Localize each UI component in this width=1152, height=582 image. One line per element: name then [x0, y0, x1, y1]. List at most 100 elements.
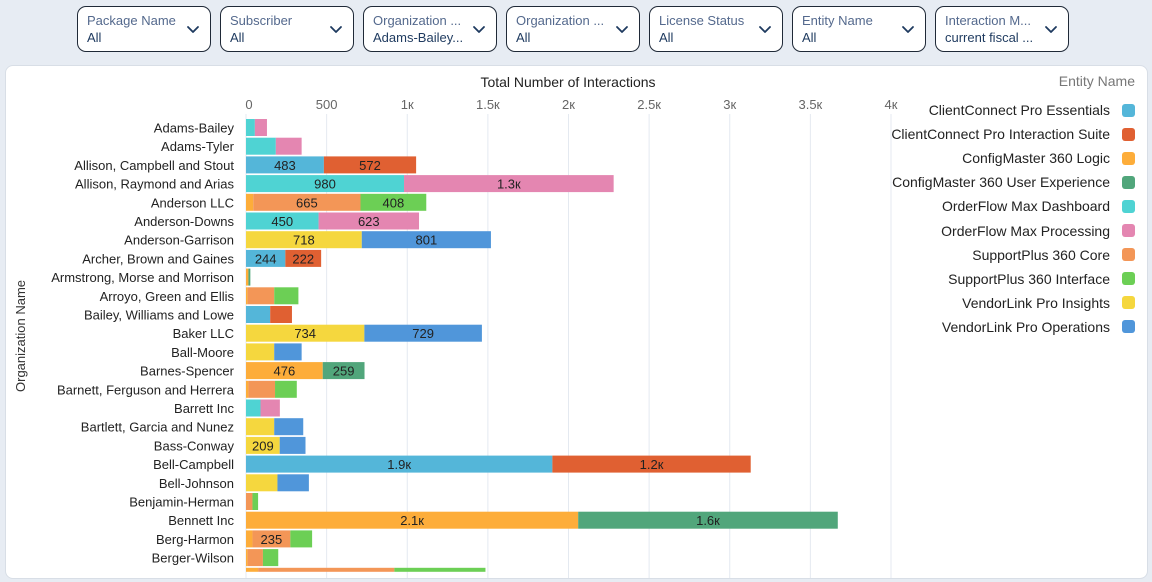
- bar-segment[interactable]: [246, 249, 286, 267]
- bar-segment[interactable]: [578, 511, 838, 529]
- bar-segment[interactable]: [323, 156, 417, 174]
- bar-segment[interactable]: [246, 380, 249, 398]
- bar-segment[interactable]: [246, 549, 248, 567]
- bar-segment[interactable]: [360, 193, 427, 211]
- bar-segment[interactable]: [246, 567, 259, 572]
- y-tick-label: Bass-Conway: [154, 438, 235, 453]
- bar-segment[interactable]: [246, 268, 249, 286]
- legend-swatch: [1122, 199, 1135, 213]
- x-tick-label: 3к: [723, 97, 736, 112]
- bar-segment[interactable]: [248, 380, 276, 398]
- legend-swatch: [1122, 151, 1135, 165]
- bar-segment[interactable]: [246, 399, 261, 417]
- bar-segment[interactable]: [246, 474, 278, 492]
- bar-segment[interactable]: [246, 212, 319, 230]
- bars: 483 572 980 1.3к 665 408 450 623 718 801 244 222 734…: [246, 119, 838, 572]
- bar-segment[interactable]: [279, 436, 306, 454]
- bar-segment[interactable]: [361, 231, 491, 249]
- bar-segment[interactable]: [246, 156, 324, 174]
- legend-item[interactable]: OrderFlow Max Dashboard: [891, 194, 1135, 218]
- bar-segment[interactable]: [270, 306, 292, 323]
- filter-dropdown[interactable]: Organization ... All: [506, 6, 640, 52]
- bar-segment[interactable]: [274, 418, 304, 436]
- bar-segment[interactable]: [246, 306, 271, 323]
- bar-segment[interactable]: [253, 193, 361, 211]
- y-tick-label: Allison, Campbell and Stout: [74, 158, 234, 173]
- bar-segment[interactable]: [246, 119, 255, 136]
- x-axis-ticks: 0 500 1к 1.5к 2к 2.5к 3к 3.5к 4к: [245, 97, 897, 112]
- bar-segment[interactable]: [246, 231, 362, 249]
- legend-item[interactable]: OrderFlow Max Processing: [891, 218, 1135, 242]
- filter-value: All: [230, 30, 245, 45]
- bar-segment[interactable]: [246, 418, 275, 436]
- bar-segment[interactable]: [246, 455, 553, 473]
- data-label: 1.9к: [387, 457, 411, 472]
- data-label: 408: [383, 195, 405, 210]
- bar-segment[interactable]: [277, 474, 309, 492]
- bar-segment[interactable]: [552, 455, 751, 473]
- legend-item[interactable]: VendorLink Pro Operations: [891, 315, 1135, 339]
- legend-label: VendorLink Pro Insights: [962, 294, 1110, 311]
- data-label: 718: [293, 233, 315, 248]
- bar-segment[interactable]: [404, 175, 614, 193]
- legend-item[interactable]: SupportPlus 360 Interface: [891, 267, 1135, 291]
- bar-segment[interactable]: [275, 380, 297, 398]
- filter-dropdown[interactable]: Package Name All: [77, 6, 211, 52]
- bar-segment[interactable]: [254, 119, 267, 136]
- bar-segment[interactable]: [260, 399, 280, 417]
- bar-segment[interactable]: [246, 324, 365, 342]
- filter-dropdown[interactable]: Entity Name All: [792, 6, 926, 52]
- data-label: 734: [294, 326, 316, 341]
- filter-dropdown[interactable]: Interaction M... current fiscal ...: [935, 6, 1069, 52]
- legend-item[interactable]: ConfigMaster 360 Logic: [891, 146, 1135, 170]
- bar-segment[interactable]: [246, 530, 253, 548]
- y-tick-label: Bennett Inc: [168, 513, 234, 528]
- bar-segment[interactable]: [262, 549, 279, 567]
- bar-segment[interactable]: [246, 493, 253, 510]
- y-tick-label: Berg-Harmon: [156, 532, 234, 547]
- x-tick-label: 500: [316, 97, 338, 112]
- legend-swatch: [1122, 248, 1135, 262]
- legend-item[interactable]: VendorLink Pro Insights: [891, 291, 1135, 315]
- bar-segment[interactable]: [246, 343, 275, 361]
- bar-segment[interactable]: [247, 549, 263, 567]
- bar-segment[interactable]: [246, 436, 280, 454]
- data-label: 244: [255, 251, 277, 266]
- bar-segment[interactable]: [394, 567, 486, 572]
- data-label: 2.1к: [400, 513, 424, 528]
- filter-label: Package Name: [87, 13, 176, 28]
- legend: ClientConnect Pro Essentials ClientConnec…: [891, 98, 1135, 339]
- bar-segment[interactable]: [290, 530, 313, 548]
- legend-item[interactable]: ClientConnect Pro Essentials: [891, 98, 1135, 122]
- bar-segment[interactable]: [322, 362, 365, 380]
- legend-item[interactable]: ClientConnect Pro Interaction Suite: [891, 122, 1135, 146]
- legend-item[interactable]: ConfigMaster 360 User Experience: [891, 170, 1135, 194]
- bar-segment[interactable]: [246, 287, 248, 305]
- legend-item[interactable]: SupportPlus 360 Core: [891, 243, 1135, 267]
- filter-dropdown[interactable]: License Status All: [649, 6, 783, 52]
- chevron-down-icon: [616, 26, 628, 33]
- bar-segment[interactable]: [364, 324, 482, 342]
- bar-segment[interactable]: [246, 175, 405, 193]
- data-label: 450: [271, 214, 293, 229]
- bar-segment[interactable]: [246, 362, 323, 380]
- filter-dropdown[interactable]: Organization ... Adams-Bailey...: [363, 6, 497, 52]
- filter-dropdown[interactable]: Subscriber All: [220, 6, 354, 52]
- bar-segment[interactable]: [252, 530, 291, 548]
- bar-segment[interactable]: [274, 343, 302, 361]
- stacked-bar-chart: Total Number of Interactions Organizatio…: [13, 74, 898, 578]
- bar-segment[interactable]: [248, 268, 251, 286]
- bar-segment[interactable]: [258, 567, 395, 572]
- data-label: 1.6к: [696, 513, 720, 528]
- bar-segment[interactable]: [275, 137, 302, 155]
- bar-segment[interactable]: [246, 137, 276, 155]
- legend-label: ConfigMaster 360 Logic: [962, 150, 1110, 167]
- y-tick-label: Bell-Johnson: [159, 476, 234, 491]
- bar-segment[interactable]: [318, 212, 420, 230]
- bar-segment[interactable]: [252, 493, 259, 510]
- bar-segment[interactable]: [285, 249, 322, 267]
- bar-segment[interactable]: [247, 287, 275, 305]
- bar-segment[interactable]: [274, 287, 299, 305]
- bar-segment[interactable]: [246, 193, 254, 211]
- bar-segment[interactable]: [246, 511, 579, 529]
